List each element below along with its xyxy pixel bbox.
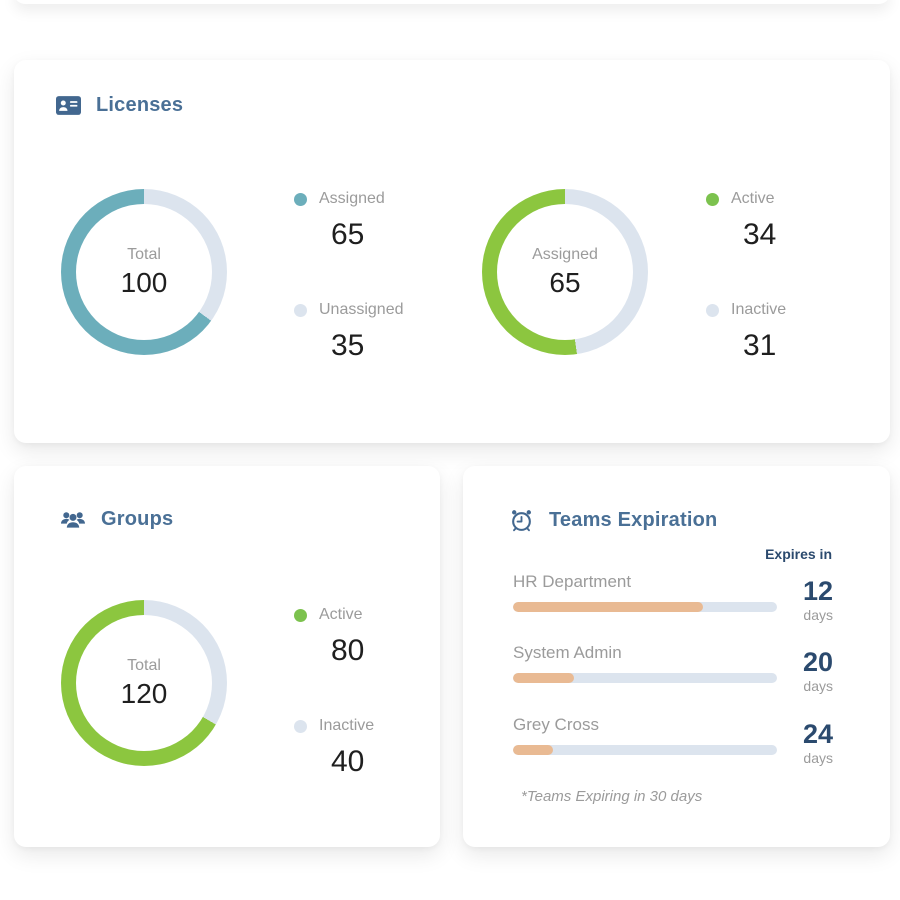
legend-label: Inactive [731, 301, 787, 318]
legend-label: Active [731, 190, 775, 207]
legend-label: Inactive [319, 717, 375, 734]
licenses-total-legend: Assigned 65 Unassigned 35 [294, 190, 404, 412]
team-row: System Admin 20 days [513, 643, 833, 694]
legend-entry-inactive: Inactive 31 [706, 301, 786, 363]
users-icon [60, 509, 86, 530]
groups-donut-chart: Total 120 [61, 600, 227, 766]
team-progress-fill [513, 602, 704, 612]
team-name: HR Department [513, 572, 632, 591]
inactive-dot-icon [706, 303, 719, 317]
days-number: 20 [802, 647, 833, 677]
cropped-card-above [14, 0, 890, 4]
groups-card-title: Groups [101, 508, 174, 530]
legend-value: 31 [743, 329, 777, 362]
id-card-icon [56, 96, 81, 115]
team-progress-fill [513, 673, 574, 683]
days-unit: days [803, 678, 833, 694]
legend-label: Assigned [319, 190, 385, 207]
licenses-card-title: Licenses [96, 94, 184, 116]
legend-label: Unassigned [319, 301, 404, 318]
assigned-dot-icon [294, 192, 307, 206]
teams-footnote: *Teams Expiring in 30 days [521, 788, 703, 805]
team-progress-bar [513, 602, 777, 612]
days-unit: days [803, 750, 833, 766]
donut-center-label: Total [127, 245, 161, 263]
team-expiry-value: 12 days [763, 576, 833, 624]
legend-value: 34 [743, 218, 777, 251]
expires-in-column-header: Expires in [765, 546, 832, 562]
groups-card-header: Groups [60, 508, 173, 531]
team-progress-bar [513, 673, 777, 683]
teams-card-header: Teams Expiration [509, 508, 717, 533]
licenses-assigned-legend: Active 34 Inactive 31 [706, 190, 786, 412]
donut-center-label: Total [127, 656, 161, 674]
legend-entry-assigned: Assigned 65 [294, 190, 404, 252]
team-expiry-value: 24 days [763, 719, 833, 767]
team-expiry-value: 20 days [763, 647, 833, 695]
legend-value: 65 [331, 218, 365, 251]
groups-legend: Active 80 Inactive 40 [294, 606, 374, 828]
licenses-card: Licenses Total 100 Assigned 65 Unassigne… [14, 60, 890, 443]
legend-value: 40 [331, 745, 365, 778]
groups-donut-center: Total 120 [76, 615, 212, 751]
teams-card-title: Teams Expiration [549, 509, 718, 531]
unassigned-dot-icon [294, 303, 307, 317]
teams-expiration-card: Teams Expiration Expires in HR Departmen… [463, 466, 890, 847]
team-name: System Admin [513, 643, 622, 662]
team-progress-bar [513, 745, 777, 755]
team-row: Grey Cross 24 days [513, 715, 833, 766]
legend-entry-active: Active 80 [294, 606, 374, 668]
legend-value: 80 [331, 634, 365, 667]
groups-card: Groups Total 120 Active 80 Inactive 40 [14, 466, 440, 847]
alarm-clock-icon [509, 508, 534, 533]
active-dot-icon [706, 192, 719, 206]
legend-value: 35 [331, 329, 365, 362]
donut-center-value: 65 [549, 266, 581, 298]
legend-entry-inactive: Inactive 40 [294, 717, 374, 779]
licenses-total-donut-center: Total 100 [76, 204, 212, 340]
days-number: 24 [802, 719, 833, 749]
donut-center-label: Assigned [532, 245, 598, 263]
licenses-assigned-donut-center: Assigned 65 [497, 204, 633, 340]
days-number: 12 [802, 576, 833, 606]
inactive-dot-icon [294, 719, 307, 733]
team-row: HR Department 12 days [513, 572, 833, 623]
licenses-total-donut-chart: Total 100 [61, 189, 227, 355]
licenses-assigned-donut-chart: Assigned 65 [482, 189, 648, 355]
active-dot-icon [294, 608, 307, 622]
legend-entry-active: Active 34 [706, 190, 786, 252]
team-name: Grey Cross [513, 715, 599, 734]
donut-center-value: 120 [120, 677, 168, 709]
legend-entry-unassigned: Unassigned 35 [294, 301, 404, 363]
legend-label: Active [319, 606, 363, 623]
donut-center-value: 100 [120, 266, 168, 298]
team-progress-fill [513, 745, 553, 755]
days-unit: days [803, 607, 833, 623]
licenses-card-header: Licenses [56, 94, 183, 117]
